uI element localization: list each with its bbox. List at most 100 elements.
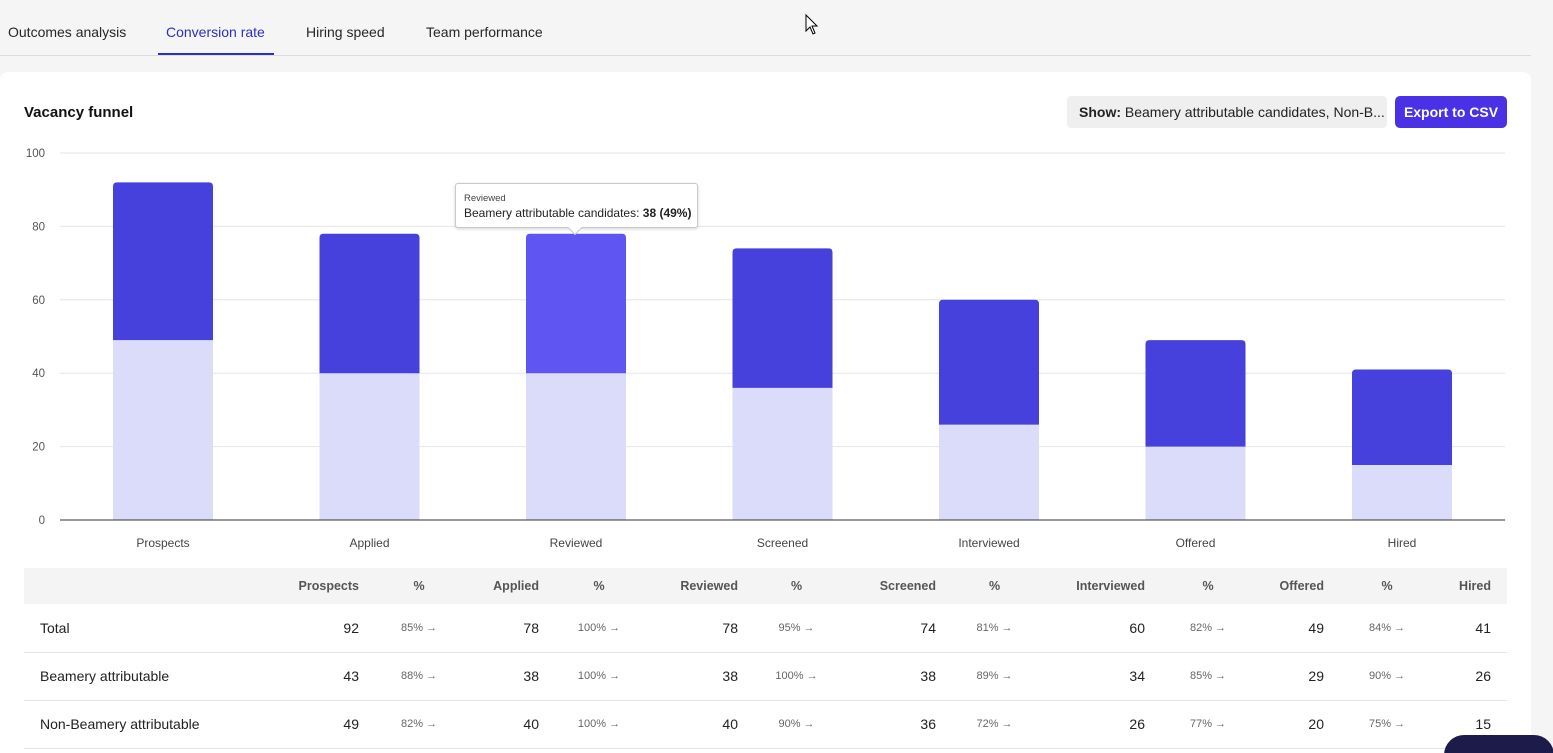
y-tick-label: 60 <box>32 295 45 307</box>
funnel-table: Prospects % Applied % Reviewed % Screene… <box>24 568 1507 749</box>
tooltip-title: Reviewed <box>464 193 506 204</box>
conversion-cell: 84% → <box>1368 621 1406 634</box>
count-cell: 34 <box>1129 668 1145 684</box>
table-header: % <box>790 579 803 593</box>
table-header: Prospects <box>298 579 359 593</box>
vacancy-funnel-chart: 0 20 40 60 80 100 Prospects Applied Reviewed Scr… <box>26 148 1505 550</box>
bar-group[interactable] <box>732 248 833 520</box>
count-cell: 38 <box>722 668 738 684</box>
count-cell: 26 <box>1129 716 1145 732</box>
row-label: Non-Beamery attributable <box>40 716 200 732</box>
conversion-cell: 81% → <box>976 621 1013 634</box>
table-header <box>24 568 223 604</box>
show-filter-label: Show: <box>1079 104 1121 120</box>
table-header: Screened <box>879 579 936 593</box>
tooltip-label: Beamery attributable candidates: <box>464 206 640 220</box>
count-cell: 43 <box>343 668 359 684</box>
bar-segment-beamery[interactable] <box>1352 369 1452 465</box>
x-axis: Prospects Applied Reviewed Screened Intervie… <box>60 519 1505 550</box>
active-tab-indicator <box>158 53 274 55</box>
conversion-cell: 95% → <box>778 621 815 634</box>
y-tick-label: 0 <box>39 515 45 527</box>
table-header: Hired <box>1459 579 1491 593</box>
table-header: Applied <box>493 579 539 593</box>
count-cell: 38 <box>523 668 539 684</box>
bar-group[interactable] <box>319 233 420 520</box>
bar-group[interactable] <box>113 182 213 520</box>
conversion-cell: 75% → <box>1368 718 1406 730</box>
conversion-cell: 90% → <box>778 718 815 730</box>
export-csv-button[interactable]: Export to CSV <box>1395 96 1507 128</box>
bar-segment-beamery[interactable] <box>939 299 1039 425</box>
bar-segment-non-beamery[interactable] <box>1352 464 1452 520</box>
chart-bars <box>113 182 1452 520</box>
vacancy-funnel-card: Vacancy funnel Show: Beamery attributabl… <box>0 72 1531 753</box>
conversion-cell: 100% → <box>577 718 621 730</box>
conversion-cell: 72% → <box>976 718 1013 730</box>
show-filter-select[interactable]: Show: Beamery attributable candidates, N… <box>1067 96 1387 128</box>
count-cell: 49 <box>1308 619 1324 636</box>
bar-segment-non-beamery[interactable] <box>939 424 1039 520</box>
conversion-cell: 90% → <box>1368 670 1406 682</box>
show-filter-value: Beamery attributable candidates, Non-B..… <box>1124 104 1385 120</box>
conversion-cell: 77% → <box>1189 718 1227 730</box>
count-cell: 29 <box>1308 668 1324 684</box>
bar-segment-non-beamery[interactable] <box>319 373 420 520</box>
row-label: Total <box>40 619 70 636</box>
row-label: Beamery attributable <box>40 668 170 684</box>
count-cell: 60 <box>1129 619 1145 636</box>
chat-launcher-button[interactable] <box>1444 735 1553 753</box>
tab-outcomes-analysis[interactable]: Outcomes analysis <box>8 24 127 40</box>
bar-segment-beamery[interactable] <box>319 233 420 374</box>
x-tick-label: Offered <box>1176 536 1216 550</box>
conversion-cell: 100% → <box>577 670 621 682</box>
bar-segment-non-beamery[interactable] <box>113 340 213 520</box>
bar-group[interactable] <box>1145 340 1246 520</box>
table-header: % <box>1202 579 1214 593</box>
count-cell: 40 <box>722 716 738 732</box>
table-row: Non-Beamery attributable 49 82% → 40 100% → 4… <box>24 700 1507 748</box>
bar-group[interactable] <box>939 299 1039 520</box>
tab-team-performance[interactable]: Team performance <box>426 24 543 40</box>
bar-segment-beamery[interactable] <box>1145 340 1246 447</box>
count-cell: 38 <box>920 668 936 684</box>
y-tick-label: 80 <box>32 221 45 233</box>
x-tick-label: Applied <box>349 536 389 550</box>
x-tick-label: Screened <box>757 536 808 550</box>
conversion-cell: 85% → <box>1189 670 1227 682</box>
bar-group[interactable] <box>526 233 626 520</box>
tab-hiring-speed[interactable]: Hiring speed <box>306 24 385 40</box>
report-tabs: Outcomes analysis Conversion rate Hiring… <box>0 0 1531 56</box>
bar-segment-beamery[interactable] <box>526 233 626 374</box>
y-axis: 0 20 40 60 80 100 <box>26 148 45 527</box>
bar-segment-beamery[interactable] <box>732 248 833 388</box>
x-tick-label: Reviewed <box>550 536 603 550</box>
y-tick-label: 100 <box>26 148 45 160</box>
count-cell: 36 <box>920 716 936 732</box>
table-header-row: Prospects % Applied % Reviewed % Screene… <box>24 568 1507 604</box>
table-header: % <box>413 579 425 593</box>
conversion-cell: 82% → <box>1189 621 1227 634</box>
conversion-cell: 89% → <box>976 670 1013 682</box>
x-tick-label: Interviewed <box>958 536 1019 550</box>
count-cell: 41 <box>1475 619 1491 636</box>
conversion-cell: 82% → <box>400 718 438 730</box>
tab-conversion-rate[interactable]: Conversion rate <box>166 24 265 40</box>
mouse-cursor-icon <box>805 14 819 35</box>
count-cell: 15 <box>1475 716 1491 732</box>
bar-segment-non-beamery[interactable] <box>1145 446 1246 520</box>
conversion-cell: 88% → <box>400 670 438 682</box>
table-header: Interviewed <box>1076 579 1145 593</box>
count-cell: 40 <box>523 716 539 732</box>
bar-segment-beamery[interactable] <box>113 182 213 341</box>
count-cell: 26 <box>1475 668 1491 684</box>
chart-tooltip: Reviewed Beamery attributable candidates… <box>455 183 698 236</box>
count-cell: 92 <box>343 619 359 636</box>
bar-segment-non-beamery[interactable] <box>732 387 833 520</box>
x-tick-label: Hired <box>1388 536 1417 550</box>
bar-segment-non-beamery[interactable] <box>526 373 626 520</box>
tooltip-body: Beamery attributable candidates: 38 (49%… <box>464 206 691 220</box>
count-cell: 74 <box>920 619 936 636</box>
bar-group[interactable] <box>1352 369 1452 520</box>
card-title: Vacancy funnel <box>24 104 134 121</box>
